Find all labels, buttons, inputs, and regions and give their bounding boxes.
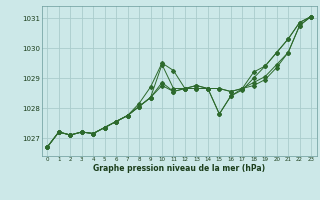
X-axis label: Graphe pression niveau de la mer (hPa): Graphe pression niveau de la mer (hPa): [93, 164, 265, 173]
